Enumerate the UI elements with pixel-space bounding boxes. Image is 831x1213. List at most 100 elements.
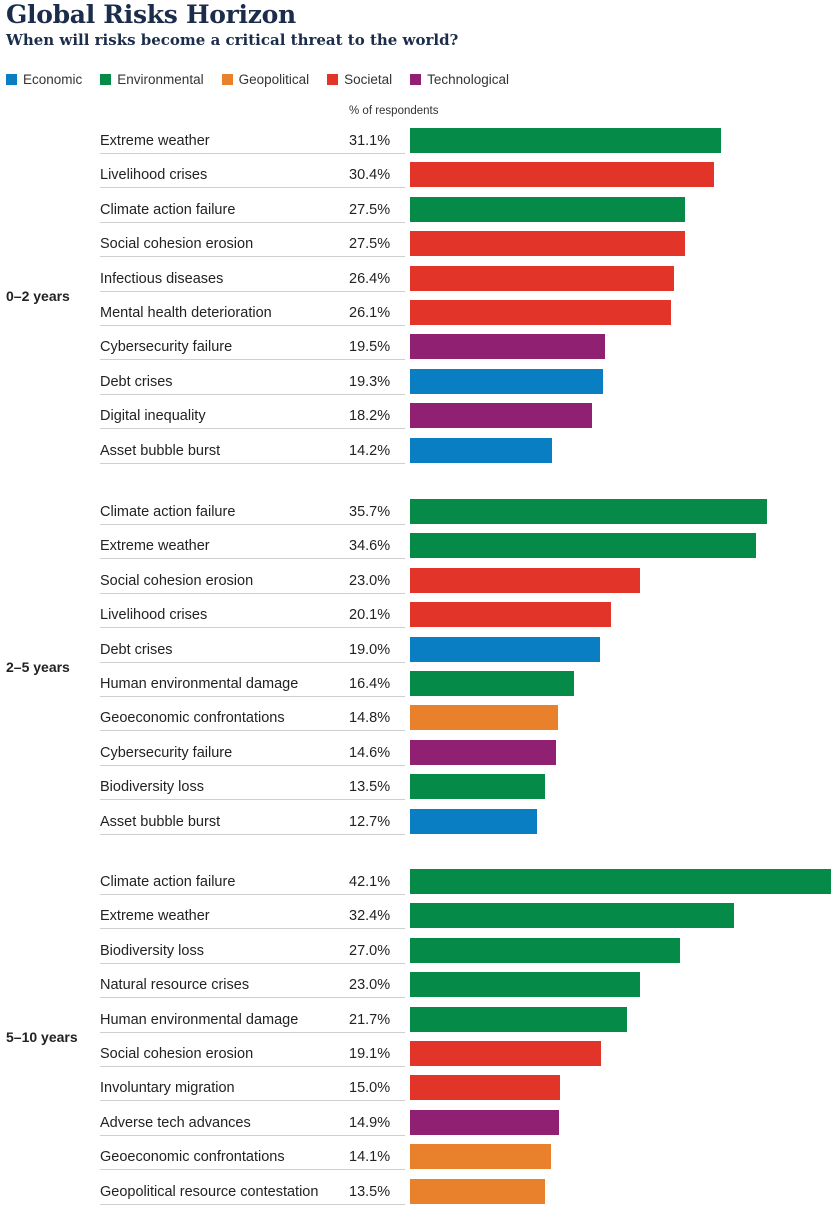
bar-category-label: Social cohesion erosion [100, 236, 254, 253]
bar-value-label: 34.6% [349, 538, 391, 555]
bar-value-label: 27.5% [349, 236, 391, 253]
legend-label: Environmental [117, 71, 204, 87]
bar-category-label: Human environmental damage [100, 1011, 299, 1028]
row-divider [100, 1203, 405, 1205]
bar-value-label: 14.2% [349, 442, 391, 459]
row-divider [100, 462, 405, 464]
bar-category-label: Geoeconomic confrontations [100, 1149, 285, 1166]
bar-value-label: 19.5% [349, 339, 391, 356]
bar-row: Debt crises 19.0% [0, 636, 831, 671]
row-divider [100, 1169, 405, 1171]
bar-row: Infectious diseases 26.4% [0, 265, 831, 300]
legend-item-geopolitical: Geopolitical [221, 72, 309, 87]
bar-value-label: 31.1% [349, 133, 391, 149]
legend: Economic Environmental Geopolitical Societa… [6, 71, 527, 87]
legend-item-technological: Technological [410, 72, 509, 87]
bar-category-label: Climate action failure [100, 504, 236, 520]
row-divider [100, 928, 405, 930]
legend-item-economic: Economic [6, 72, 82, 87]
bar [410, 128, 721, 153]
bar [410, 265, 674, 291]
bar-row: Social cohesion erosion 23.0% [0, 567, 831, 602]
bar [410, 1178, 545, 1204]
bar-category-label: Cybersecurity failure [100, 339, 233, 356]
legend-label: Economic [23, 71, 83, 87]
row-divider [100, 290, 405, 292]
bar-category-label: Social cohesion erosion [100, 1046, 254, 1062]
bar-category-label: Infectious diseases [100, 270, 224, 287]
bar-row: Extreme weather 31.1% [0, 128, 831, 162]
bar-category-label: Debt crises [100, 641, 173, 658]
bar [410, 1075, 560, 1101]
row-divider [100, 894, 405, 895]
bar-row: Natural resource crises 23.0% [0, 972, 831, 1006]
bar-row: Climate action failure 42.1% [0, 869, 831, 903]
bar-category-label: Extreme weather [100, 908, 210, 925]
row-divider [100, 833, 405, 835]
legend-label: Technological [427, 71, 509, 87]
bar-row: Adverse tech advances 14.9% [0, 1109, 831, 1144]
bar-value-label: 30.4% [349, 167, 391, 184]
bar-category-label: Geoeconomic confrontations [100, 710, 285, 727]
bar-row: Livelihood crises 30.4% [0, 162, 831, 196]
bar [410, 972, 640, 998]
bar-value-label: 12.7% [349, 813, 391, 830]
bar-value-label: 23.0% [349, 572, 391, 589]
bar-value-label: 27.5% [349, 201, 391, 218]
bar [410, 1006, 627, 1032]
bar-row: Climate action failure 27.5% [0, 196, 831, 231]
bar-value-label: 20.1% [349, 607, 391, 624]
bar [410, 937, 680, 963]
row-divider [100, 221, 405, 223]
bar-value-label: 14.8% [349, 710, 391, 727]
bar [410, 869, 831, 894]
legend-swatch [410, 73, 422, 85]
row-divider [100, 1134, 405, 1136]
bar [410, 903, 734, 929]
bar-category-label: Cybersecurity failure [100, 744, 233, 761]
bar-category-label: Involuntary migration [100, 1080, 235, 1097]
bar-row: Social cohesion erosion 27.5% [0, 231, 831, 265]
bar-value-label: 14.9% [349, 1114, 391, 1131]
row-divider [100, 325, 405, 326]
row-divider [100, 1066, 405, 1067]
bar [410, 437, 552, 463]
bar [410, 567, 640, 593]
bar-row: Livelihood crises 20.1% [0, 602, 831, 636]
row-divider [100, 1100, 405, 1102]
bar [410, 499, 767, 524]
bar-row: Asset bubble burst 14.2% [0, 437, 831, 472]
row-divider [100, 524, 405, 525]
bar-value-label: 42.1% [349, 874, 391, 890]
bar-value-label: 23.0% [349, 977, 391, 994]
bar-value-label: 26.4% [349, 270, 391, 287]
row-divider [100, 962, 405, 964]
bar-category-label: Livelihood crises [100, 167, 208, 184]
chart-title: Global Risks Horizon [6, 0, 296, 29]
bar-row: Biodiversity loss 13.5% [0, 774, 831, 808]
bar-value-label: 26.1% [349, 305, 391, 321]
bar-value-label: 15.0% [349, 1080, 391, 1097]
bar-row: Geopolitical resource contestation 13.5% [0, 1178, 831, 1213]
bar-row: Human environmental damage 21.7% [0, 1006, 831, 1041]
bar [410, 808, 537, 834]
row-divider [100, 1031, 405, 1033]
bar [410, 1144, 551, 1170]
bar-category-label: Biodiversity loss [100, 779, 204, 796]
bar [410, 403, 592, 429]
bar-value-label: 13.5% [349, 779, 391, 796]
bar-category-label: Biodiversity loss [100, 942, 204, 959]
legend-label: Societal [344, 71, 393, 87]
chart-subtitle: When will risks become a critical threat… [6, 31, 459, 49]
bar-row: Mental health deterioration 26.1% [0, 300, 831, 334]
bar [410, 1109, 559, 1135]
bar-row: Cybersecurity failure 19.5% [0, 334, 831, 368]
bar-category-label: Human environmental damage [100, 676, 299, 692]
bar [410, 1041, 601, 1066]
row-divider [100, 359, 405, 361]
row-divider [100, 558, 405, 560]
bar [410, 636, 600, 662]
row-divider [100, 187, 405, 189]
bar [410, 300, 671, 325]
row-divider [100, 661, 405, 663]
